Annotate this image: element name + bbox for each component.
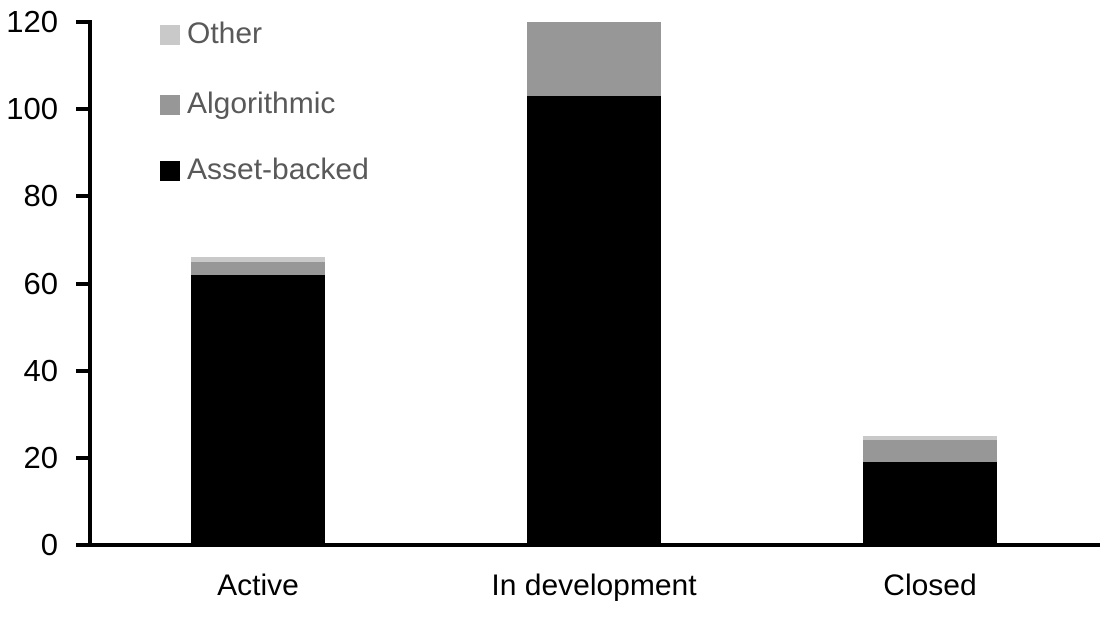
bar-segment-asset-backed xyxy=(527,96,661,545)
y-tick-mark xyxy=(76,281,88,286)
bar-segment-asset-backed xyxy=(191,274,325,545)
y-tick-mark xyxy=(76,107,88,112)
legend-label: Other xyxy=(187,17,263,50)
y-tick-mark xyxy=(76,543,88,547)
x-category-label: Closed xyxy=(883,569,977,602)
y-tick-mark xyxy=(76,194,88,199)
y-tick-label: 60 xyxy=(23,265,58,301)
bar-segment-other xyxy=(863,436,997,441)
bar-segment-other xyxy=(191,257,325,262)
bar-segment-algorithmic xyxy=(863,440,997,463)
y-axis-line xyxy=(88,20,92,547)
y-tick-mark xyxy=(76,20,88,24)
y-tick-label: 120 xyxy=(6,4,58,39)
y-tick-label: 0 xyxy=(40,527,58,562)
y-tick-mark xyxy=(76,455,88,460)
y-tick-label: 20 xyxy=(23,439,58,475)
legend-swatch-other xyxy=(160,25,180,45)
bar-segment-algorithmic xyxy=(191,261,325,275)
y-tick-mark xyxy=(76,368,88,373)
legend-label: Asset-backed xyxy=(187,153,369,186)
x-category-label: Active xyxy=(217,569,299,602)
bar-segment-asset-backed xyxy=(863,462,997,545)
x-category-label: In development xyxy=(491,569,697,602)
legend-label: Algorithmic xyxy=(187,87,336,120)
y-tick-label: 40 xyxy=(23,352,58,388)
legend-swatch-algorithmic xyxy=(160,95,180,115)
bar-segment-algorithmic xyxy=(527,22,661,97)
x-axis-line xyxy=(88,543,1100,547)
y-tick-label: 80 xyxy=(23,178,58,214)
legend-swatch-asset-backed xyxy=(160,161,180,181)
y-tick-label: 100 xyxy=(6,91,58,127)
